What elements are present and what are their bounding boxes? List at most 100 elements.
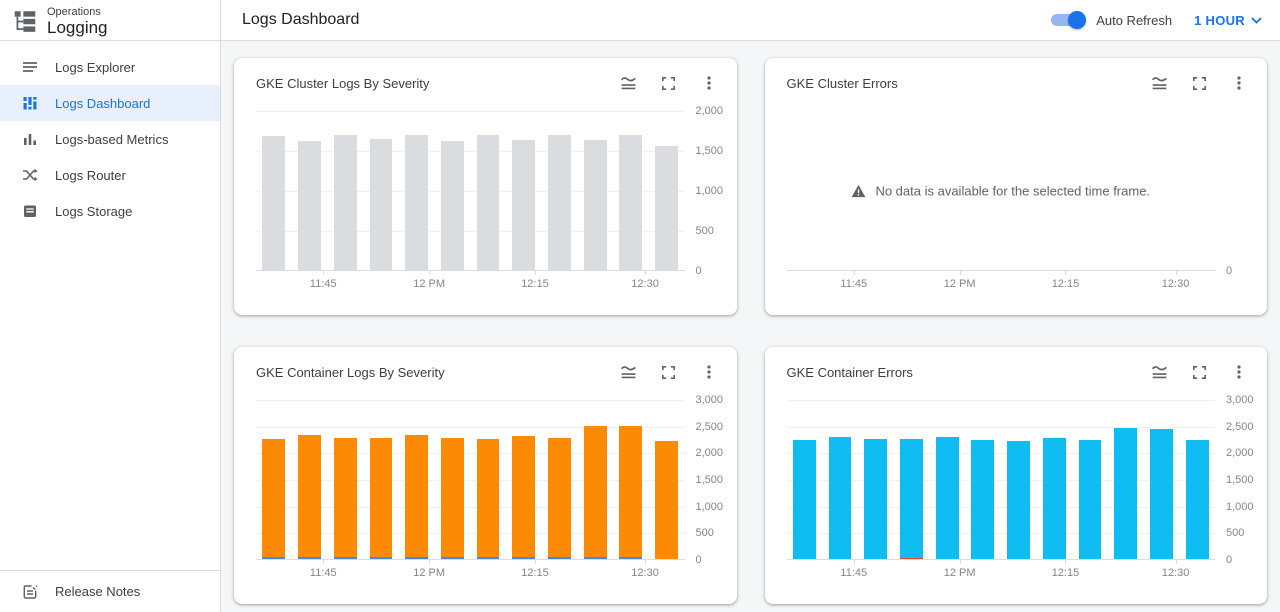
bar-segment bbox=[1114, 428, 1138, 559]
bar[interactable] bbox=[1042, 438, 1066, 559]
y-tick-label: 0 bbox=[1226, 265, 1233, 277]
bar-segment bbox=[1149, 428, 1173, 559]
sidebar-item-logs-explorer[interactable]: Logs Explorer bbox=[0, 49, 220, 85]
bar[interactable] bbox=[440, 141, 464, 270]
bar[interactable] bbox=[1149, 428, 1173, 559]
bar-segment bbox=[298, 557, 321, 559]
bar[interactable] bbox=[548, 438, 571, 559]
x-tick-label: 12:15 bbox=[521, 567, 549, 579]
gridline bbox=[256, 533, 685, 534]
x-tick-mark bbox=[645, 271, 647, 275]
bar-segment bbox=[828, 437, 852, 559]
x-axis: 11:45 12 PM 12:15 12:30 bbox=[256, 560, 685, 584]
gridline bbox=[786, 427, 1215, 428]
bar[interactable] bbox=[440, 437, 464, 559]
more-options-icon[interactable] bbox=[1229, 73, 1249, 93]
bar[interactable] bbox=[971, 439, 995, 559]
metrics-explorer-icon[interactable] bbox=[619, 362, 639, 382]
x-tick-mark bbox=[1175, 271, 1177, 275]
bar[interactable] bbox=[619, 426, 643, 559]
bar[interactable] bbox=[583, 140, 607, 270]
bar[interactable] bbox=[476, 439, 500, 559]
bar[interactable] bbox=[583, 426, 607, 559]
time-range-selector[interactable]: 1 HOUR bbox=[1194, 13, 1262, 28]
bar[interactable] bbox=[1007, 440, 1030, 559]
bar-segment bbox=[262, 135, 286, 270]
x-tick-mark bbox=[645, 560, 647, 564]
bar-segment bbox=[512, 140, 536, 270]
bar[interactable] bbox=[298, 140, 321, 270]
bar[interactable] bbox=[1078, 440, 1102, 559]
logs-based-metrics-icon bbox=[21, 130, 39, 148]
fullscreen-icon[interactable] bbox=[659, 362, 679, 382]
bar[interactable] bbox=[828, 437, 852, 559]
bar-segment bbox=[619, 135, 643, 270]
x-tick-label: 12 PM bbox=[943, 567, 976, 579]
fullscreen-icon[interactable] bbox=[659, 73, 679, 93]
bar-series bbox=[787, 400, 1216, 559]
bar[interactable] bbox=[900, 438, 923, 559]
bar[interactable] bbox=[792, 440, 816, 559]
bar[interactable] bbox=[298, 435, 321, 559]
sidebar-item-logs-router[interactable]: Logs Router bbox=[0, 157, 220, 193]
sidebar: Operations Logging Logs Explorer bbox=[0, 0, 221, 612]
fullscreen-icon[interactable] bbox=[1189, 362, 1209, 382]
fullscreen-icon[interactable] bbox=[1189, 73, 1209, 93]
gridline bbox=[256, 427, 685, 428]
sidebar-item-logs-dashboard[interactable]: Logs Dashboard bbox=[0, 85, 220, 121]
bar[interactable] bbox=[619, 135, 643, 270]
bar[interactable] bbox=[512, 436, 536, 559]
bar[interactable] bbox=[548, 135, 571, 270]
sidebar-item-release-notes[interactable]: Release Notes bbox=[0, 571, 220, 612]
bar-segment bbox=[333, 135, 357, 270]
x-tick-mark bbox=[1175, 560, 1177, 564]
y-axis: 3,000 2,500 2,000 1,500 1,000 500 0 bbox=[1215, 394, 1267, 604]
bar-segment bbox=[864, 439, 888, 559]
bar-segment bbox=[440, 557, 464, 559]
metrics-explorer-icon[interactable] bbox=[1149, 362, 1169, 382]
metrics-explorer-icon[interactable] bbox=[619, 73, 639, 93]
bar[interactable] bbox=[935, 437, 959, 559]
metrics-explorer-icon[interactable] bbox=[1149, 73, 1169, 93]
auto-refresh-toggle[interactable] bbox=[1049, 11, 1087, 29]
sidebar-item-logs-storage[interactable]: Logs Storage bbox=[0, 193, 220, 229]
bar[interactable] bbox=[405, 135, 429, 270]
x-tick-mark bbox=[534, 271, 536, 275]
bar[interactable] bbox=[1185, 440, 1209, 559]
gridline bbox=[256, 453, 685, 454]
y-tick-label: 2,000 bbox=[695, 105, 724, 117]
bar[interactable] bbox=[655, 441, 678, 559]
gridline bbox=[256, 480, 685, 481]
y-tick-label: 2,500 bbox=[695, 421, 724, 433]
bar[interactable] bbox=[655, 146, 678, 270]
bar[interactable] bbox=[369, 139, 393, 270]
chart-plot-area bbox=[256, 111, 685, 271]
bar-segment bbox=[1007, 440, 1030, 559]
bar[interactable] bbox=[1114, 428, 1138, 559]
more-options-icon[interactable] bbox=[699, 73, 719, 93]
bar[interactable] bbox=[369, 437, 393, 559]
chart-card-gke-cluster-logs: GKE Cluster Logs By Severity 11:45 12 PM 1… bbox=[234, 58, 737, 315]
bar[interactable] bbox=[405, 435, 429, 559]
y-tick-label: 1,000 bbox=[1226, 501, 1254, 513]
bar-segment bbox=[298, 140, 321, 270]
sidebar-nav: Logs Explorer Logs Dashboard bbox=[0, 41, 220, 570]
auto-refresh-label: Auto Refresh bbox=[1096, 12, 1173, 28]
bar[interactable] bbox=[262, 135, 286, 270]
bar[interactable] bbox=[512, 140, 536, 270]
x-axis: 11:45 12 PM 12:15 12:30 bbox=[787, 271, 1216, 295]
bar-segment bbox=[298, 435, 321, 558]
x-tick-label: 12:30 bbox=[1161, 567, 1190, 579]
bar[interactable] bbox=[262, 439, 286, 559]
sidebar-item-logs-based-metrics[interactable]: Logs-based Metrics bbox=[0, 121, 220, 157]
bar[interactable] bbox=[333, 135, 357, 270]
y-tick-label: 0 bbox=[1226, 554, 1233, 566]
bar[interactable] bbox=[333, 437, 357, 559]
bar-segment bbox=[369, 139, 393, 270]
more-options-icon[interactable] bbox=[699, 362, 719, 382]
bar[interactable] bbox=[476, 135, 500, 270]
more-options-icon[interactable] bbox=[1229, 362, 1249, 382]
x-tick-label: 12:15 bbox=[1051, 278, 1080, 290]
y-tick-label: 1,500 bbox=[1226, 474, 1254, 486]
bar[interactable] bbox=[864, 439, 888, 559]
